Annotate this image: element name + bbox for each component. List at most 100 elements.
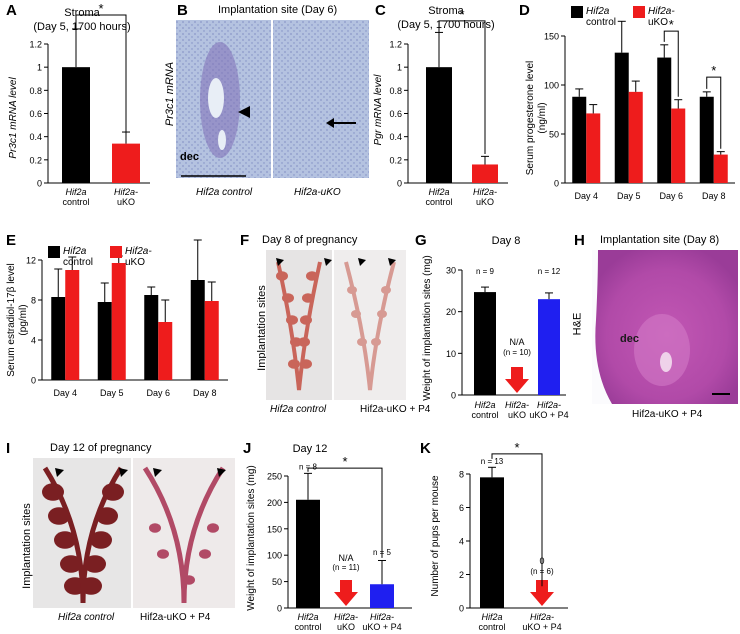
chart-a-bar bbox=[62, 67, 90, 183]
chart-a-significance: * bbox=[98, 1, 103, 16]
chart-a-xtick-label-line2: uKO bbox=[117, 197, 135, 207]
chart-e-bar-control bbox=[97, 302, 112, 380]
arrowhead-icon bbox=[55, 468, 64, 477]
chart-g-n-label: n = 9 bbox=[476, 267, 495, 276]
implantation-site bbox=[298, 337, 310, 347]
panel-b-ylabel: Pr3c1 mRNA bbox=[164, 61, 176, 127]
chart-a-title-line1: Stroma bbox=[64, 7, 100, 19]
implantation-site bbox=[102, 483, 124, 501]
implantation-site bbox=[371, 338, 381, 346]
chart-c-significance: * bbox=[459, 7, 464, 22]
uterine-horn bbox=[276, 261, 322, 391]
chart-g-n-label: n = 12 bbox=[538, 267, 561, 276]
chart-c-xtick-label: Hif2a- bbox=[473, 187, 497, 197]
chart-j-significance-bracket bbox=[307, 467, 383, 558]
chart-a-ytick-label: 1.2 bbox=[29, 40, 42, 50]
chart-a: Stroma (Day 5, 1700 hours) Pr3c1 mRNA le… bbox=[8, 1, 150, 207]
arrowhead-icon bbox=[119, 468, 128, 477]
chart-j-ytick-label: 0 bbox=[277, 604, 282, 614]
chart-e-xtick-label: Day 8 bbox=[193, 388, 217, 398]
chart-g-title: Day 8 bbox=[492, 235, 521, 247]
chart-c-ytick-label: 1 bbox=[397, 63, 402, 73]
implantation-site bbox=[207, 523, 219, 533]
chart-a-ytick-label: 1 bbox=[37, 63, 42, 73]
chart-g: Day 8 Weight of implantation sites (mg) … bbox=[422, 235, 569, 420]
panel-h-caption: Hif2a-uKO + P4 bbox=[632, 409, 703, 420]
implantation-site bbox=[84, 555, 106, 573]
chart-c-ytick-label: 1.2 bbox=[389, 40, 402, 50]
chart-j-na-arrow bbox=[334, 580, 358, 606]
panel-h-side-label: H&E bbox=[571, 312, 584, 336]
chart-c-ytick-label: 0 bbox=[397, 179, 402, 189]
chart-e-legend-label: Hif2a bbox=[63, 246, 87, 257]
chart-d-bar-control bbox=[699, 96, 714, 183]
chart-a-significance-bracket bbox=[75, 14, 127, 133]
implantation-micrograph-day6 bbox=[176, 20, 369, 178]
chart-d-legend-label-line2: uKO bbox=[648, 17, 668, 28]
chart-j-na-label: N/A bbox=[338, 553, 353, 563]
implantation-site bbox=[42, 483, 64, 501]
chart-e-legend-swatch bbox=[48, 246, 60, 258]
chart-c-title-line1: Stroma bbox=[428, 5, 464, 17]
chart-e-bar-uko bbox=[158, 322, 173, 380]
chart-d-legend-label: Hif2a- bbox=[648, 6, 675, 17]
chart-g-na-label: N/A bbox=[509, 337, 524, 347]
implantation-site bbox=[302, 293, 314, 303]
chart-a-ylabel: Pr3c1 mRNA level bbox=[8, 77, 19, 159]
chart-c-bar bbox=[472, 164, 498, 183]
chart-k-ytick-label: 2 bbox=[459, 570, 464, 580]
chart-d-xtick-label: Day 4 bbox=[574, 191, 598, 201]
panel-label-j: J bbox=[243, 440, 252, 457]
chart-d-significance: * bbox=[711, 63, 716, 78]
implantation-site bbox=[64, 577, 86, 595]
chart-g-xtick-label: Hif2a- bbox=[537, 400, 561, 410]
panel-h-title: Implantation site (Day 8) bbox=[600, 234, 720, 246]
chart-k-ytick-label: 0 bbox=[459, 604, 464, 614]
chart-d-ylabel-line2: (ng/ml) bbox=[537, 102, 548, 133]
chart-e-bar-control bbox=[144, 295, 159, 380]
he-micrograph-image bbox=[592, 250, 738, 404]
chart-d-ytick-label: 100 bbox=[544, 81, 559, 91]
chart-g-na-arrow bbox=[505, 367, 529, 393]
chart-k-bar bbox=[480, 477, 504, 608]
chart-k-xtick-label-line2: control bbox=[478, 622, 505, 632]
implantation-site bbox=[90, 531, 112, 549]
chart-g-xtick-label-line2: uKO + P4 bbox=[529, 410, 568, 420]
uterus-photo-day12 bbox=[33, 458, 235, 608]
chart-d: Serum progesterone level (ng/ml) 0 50 100 1… bbox=[525, 6, 735, 201]
implantation-site bbox=[377, 310, 387, 318]
panel-label-d: D bbox=[519, 2, 530, 19]
chart-e-xtick-label: Day 4 bbox=[53, 388, 77, 398]
chart-j-n-label: n = 8 bbox=[299, 463, 318, 472]
chart-j-n-label: (n = 11) bbox=[332, 563, 360, 572]
implantation-site bbox=[286, 315, 298, 325]
panel-label-k: K bbox=[420, 440, 431, 457]
implantation-site bbox=[357, 338, 367, 346]
panel-label-f: F bbox=[240, 232, 250, 249]
chart-e-bar-uko bbox=[204, 301, 219, 380]
chart-g-ytick-label: 10 bbox=[446, 349, 456, 359]
chart-e-legend-label-line2: control bbox=[63, 257, 93, 268]
chart-d-bar-uko bbox=[586, 113, 601, 183]
chart-e-xtick-label: Day 6 bbox=[146, 388, 170, 398]
chart-a-bar bbox=[112, 143, 140, 183]
chart-k-ylabel: Number of pups per mouse bbox=[430, 475, 441, 597]
chart-e-ytick-label: 8 bbox=[31, 296, 36, 306]
chart-j-xtick-label-line2: control bbox=[294, 622, 321, 632]
implantation-site bbox=[80, 577, 102, 595]
chart-g-n-label: (n = 10) bbox=[503, 348, 531, 357]
arrowhead-icon bbox=[388, 258, 396, 266]
chart-e-legend-label-line2: uKO bbox=[125, 257, 145, 268]
chart-e-ytick-label: 0 bbox=[31, 376, 36, 386]
uterine-horn bbox=[344, 261, 396, 391]
implantation-site bbox=[96, 507, 118, 525]
chart-a-ytick-label: 0.8 bbox=[29, 86, 42, 96]
chart-e-ylabel-line2: (pg/ml) bbox=[18, 304, 29, 335]
chart-k-significance-bracket bbox=[491, 453, 543, 587]
chart-j-ytick-label: 50 bbox=[272, 577, 282, 587]
chart-a-title-line2: (Day 5, 1700 hours) bbox=[33, 21, 130, 33]
uterus-photo-f-image bbox=[266, 250, 406, 400]
chart-g-ylabel: Weight of implantation sites (mg) bbox=[422, 255, 433, 400]
panel-i-caption-right: Hif2a-uKO + P4 bbox=[140, 612, 211, 623]
